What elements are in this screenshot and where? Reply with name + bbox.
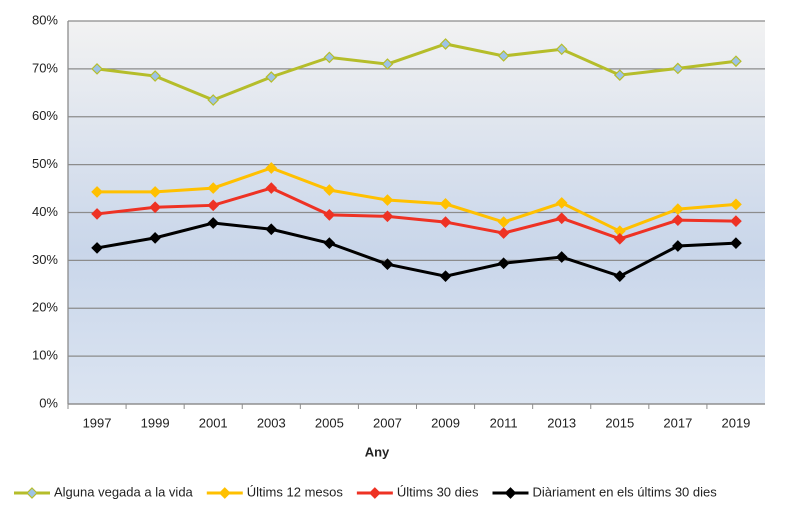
marker xyxy=(730,55,742,68)
marker xyxy=(730,215,742,227)
marker xyxy=(497,216,510,228)
x-tick-label: 2007 xyxy=(373,415,402,430)
marker xyxy=(672,62,684,75)
marker xyxy=(730,198,742,211)
x-tick-label: 2009 xyxy=(431,415,460,430)
marker xyxy=(207,217,220,229)
marker xyxy=(555,43,568,56)
marker xyxy=(265,162,278,174)
marker xyxy=(323,237,336,249)
x-tick-label: 2017 xyxy=(663,415,692,430)
marker xyxy=(439,38,452,50)
marker xyxy=(381,210,394,223)
marker xyxy=(265,182,278,194)
marker xyxy=(555,197,568,209)
marker xyxy=(672,240,684,252)
legend-marker xyxy=(26,487,38,499)
marker xyxy=(730,237,742,249)
marker xyxy=(323,209,336,221)
x-tick-label: 2005 xyxy=(315,415,344,430)
marker xyxy=(323,184,336,196)
marker xyxy=(613,69,626,81)
marker xyxy=(91,242,103,254)
y-tick-label: 0% xyxy=(39,395,58,410)
marker xyxy=(613,232,626,245)
legend-label: Alguna vegada a la vida xyxy=(54,484,194,499)
legend-marker xyxy=(218,487,231,499)
marker xyxy=(381,58,394,70)
marker xyxy=(613,270,626,283)
x-tick-label: 1999 xyxy=(141,415,170,430)
legend-marker xyxy=(504,487,517,499)
series-line xyxy=(97,166,737,233)
x-tick-label: 2019 xyxy=(721,415,750,430)
marker xyxy=(497,50,510,62)
y-tick-label: 30% xyxy=(32,252,58,267)
marker xyxy=(323,51,336,64)
y-tick-label: 40% xyxy=(32,204,58,219)
marker xyxy=(91,63,103,75)
marker xyxy=(149,70,161,82)
series-line xyxy=(96,186,736,241)
marker xyxy=(439,216,452,228)
x-tick-label: 2011 xyxy=(490,415,518,430)
legend-marker xyxy=(369,487,381,499)
marker xyxy=(149,186,161,198)
marker xyxy=(207,182,220,194)
marker xyxy=(207,94,220,106)
y-tick-label: 10% xyxy=(32,348,58,363)
x-tick-label: 2003 xyxy=(257,415,286,430)
y-tick-label: 50% xyxy=(32,156,58,171)
series-line xyxy=(96,42,737,102)
marker xyxy=(672,203,684,215)
series-line xyxy=(96,221,737,278)
y-tick-label: 20% xyxy=(32,300,58,315)
x-axis-title: Any xyxy=(365,444,390,459)
marker xyxy=(149,201,161,214)
marker xyxy=(381,194,394,206)
x-tick-label: 2013 xyxy=(547,415,576,430)
marker xyxy=(497,227,510,239)
marker xyxy=(439,270,452,283)
x-tick-label: 2001 xyxy=(199,415,228,430)
marker xyxy=(555,251,568,263)
marker xyxy=(149,232,161,244)
legend-label: Diàriament en els últims 30 dies xyxy=(533,484,718,499)
marker xyxy=(381,258,394,271)
marker xyxy=(672,214,684,227)
y-tick-label: 70% xyxy=(32,60,58,75)
marker xyxy=(497,257,510,270)
marker xyxy=(207,199,220,212)
x-tick-label: 2015 xyxy=(605,415,634,430)
marker xyxy=(91,186,103,198)
y-tick-label: 80% xyxy=(32,12,58,27)
legend-label: Últims 30 dies xyxy=(397,484,479,499)
y-tick-label: 60% xyxy=(32,108,58,123)
marker xyxy=(555,212,568,225)
marker xyxy=(265,223,278,236)
marker xyxy=(91,208,103,220)
marker xyxy=(265,71,278,83)
x-tick-label: 1997 xyxy=(83,415,112,430)
legend-label: Últims 12 mesos xyxy=(247,484,344,499)
marker xyxy=(439,198,452,210)
